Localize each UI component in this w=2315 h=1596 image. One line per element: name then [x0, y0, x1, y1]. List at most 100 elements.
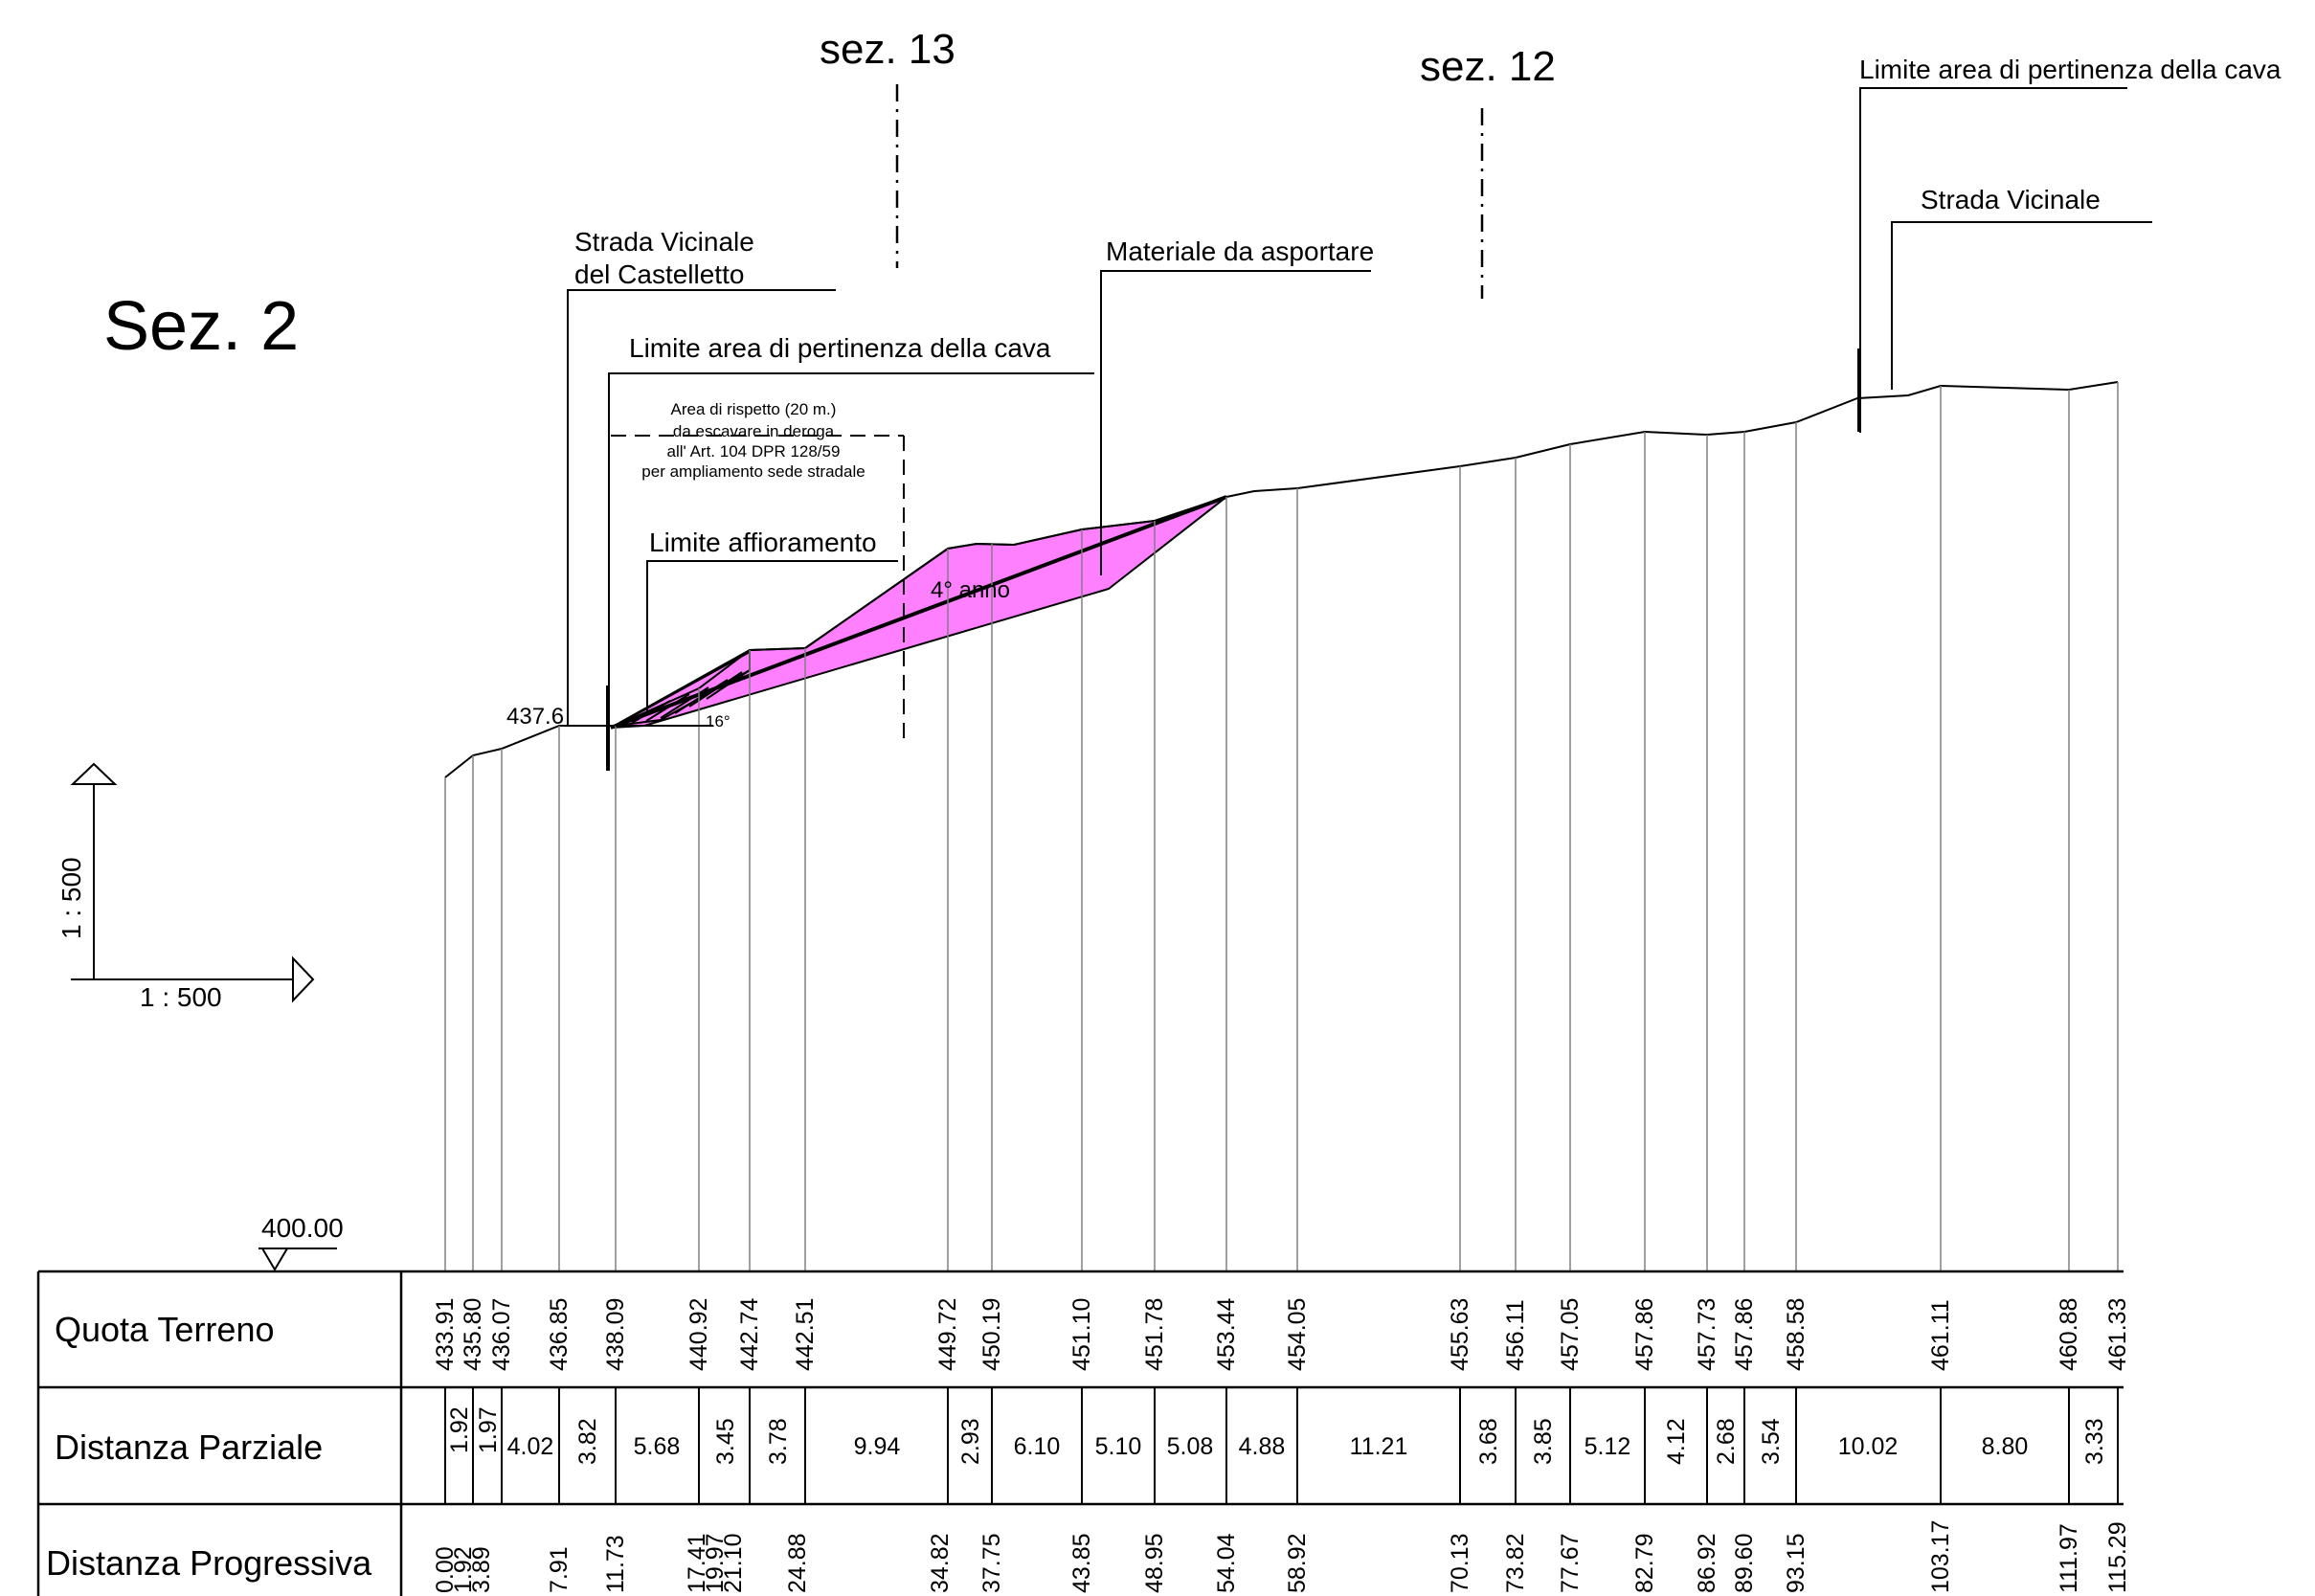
parziale-cell: 2.93 [957, 1418, 984, 1465]
progressiva-cell: 37.75 [978, 1533, 1005, 1593]
parziale-cell: 4.88 [1239, 1433, 1286, 1460]
quota-values: 433.91 435.80 436.07 436.85 438.09 440.9… [432, 1297, 2131, 1371]
parziale-cell: 5.10 [1095, 1433, 1142, 1460]
parziale-cell: 3.85 [1530, 1418, 1557, 1465]
parziale-cell: 2.68 [1713, 1418, 1740, 1465]
parziale-cell: 1.97 [475, 1406, 502, 1453]
callout-strada-castelletto-1: Strada Vicinale [574, 227, 754, 257]
quota-cell: 435.80 [460, 1298, 486, 1371]
quota-cell: 457.05 [1557, 1298, 1584, 1371]
respect-area-note-4: per ampliamento sede stradale [641, 462, 865, 481]
quota-cell: 460.88 [2056, 1298, 2082, 1371]
row-label-progressiva: Distanza Progressiva [46, 1543, 372, 1583]
progressiva-cell: 54.04 [1213, 1533, 1240, 1593]
elevation-label: 437.6 [506, 704, 564, 730]
progressiva-cell: 73.82 [1502, 1533, 1529, 1593]
row-label-quota: Quota Terreno [55, 1310, 274, 1349]
progressiva-cell: 11.73 [602, 1535, 629, 1593]
progressiva-cell: 3.89 [468, 1546, 495, 1593]
vertical-scale-label: 1 : 500 [56, 857, 86, 939]
respect-area-boundary [611, 435, 905, 740]
progressiva-cell: 48.95 [1141, 1533, 1168, 1593]
progressiva-cell: 24.88 [784, 1533, 811, 1593]
section-title: Sez. 2 [103, 288, 299, 365]
parziale-cell: 6.10 [1014, 1433, 1061, 1460]
parziale-cell: 10.02 [1838, 1433, 1899, 1460]
progressiva-cell: 19.97 [702, 1533, 729, 1593]
quota-cell: 436.07 [488, 1298, 515, 1371]
progressiva-cell: 111.97 [2056, 1523, 2082, 1593]
angle-label: 16° [706, 712, 730, 731]
respect-area-note-2: da escavare in deroga [673, 422, 835, 440]
progressiva-cell: 82.79 [1631, 1533, 1658, 1593]
quota-cell: 461.11 [1927, 1299, 1954, 1371]
quota-cell: 461.33 [2104, 1298, 2131, 1371]
respect-area-note-3: all' Art. 104 DPR 128/59 [667, 442, 841, 461]
datum-label: 400.00 [261, 1213, 344, 1243]
progressiva-cell: 103.17 [1927, 1520, 1954, 1593]
parziale-dividers [444, 1387, 2119, 1504]
horizontal-scale-label: 1 : 500 [140, 982, 222, 1012]
progressiva-cell: 77.67 [1557, 1533, 1584, 1593]
parziale-cell: 3.33 [2081, 1418, 2108, 1465]
quota-cell: 449.72 [934, 1298, 961, 1371]
quota-cell: 457.86 [1731, 1298, 1758, 1371]
progressiva-cell: 1.92 [450, 1546, 477, 1593]
station-lines [444, 382, 2119, 1271]
quota-cell: 454.05 [1284, 1298, 1311, 1371]
parziale-cell: 8.80 [1982, 1433, 2029, 1460]
parziale-cell: 3.82 [574, 1418, 601, 1465]
quota-cell: 440.92 [686, 1298, 712, 1371]
callout-limite-affioramento: Limite affioramento [649, 528, 877, 557]
section-label-13: sez. 13 [820, 26, 955, 73]
quota-cell: 438.09 [602, 1298, 629, 1371]
datum-triangle-icon [260, 1248, 289, 1271]
progressiva-cell: 86.92 [1694, 1533, 1720, 1593]
parziale-cell: 11.21 [1350, 1433, 1408, 1460]
callout-limite-area-right: Limite area di pertinenza della cava [1859, 55, 2281, 84]
parziale-cell: 3.54 [1758, 1418, 1785, 1465]
progressiva-cell: 43.85 [1068, 1533, 1095, 1593]
parziale-cell: 9.94 [854, 1433, 901, 1460]
parziale-cell: 5.12 [1585, 1433, 1631, 1460]
quota-cell: 433.91 [432, 1298, 459, 1371]
parziale-cell: 3.78 [765, 1418, 792, 1465]
quota-cell: 458.58 [1783, 1298, 1809, 1371]
quota-cell: 450.19 [978, 1298, 1005, 1371]
progressiva-cell: 58.92 [1284, 1533, 1311, 1593]
quota-cell: 451.10 [1068, 1298, 1095, 1371]
quota-cell: 442.51 [792, 1298, 819, 1371]
progressiva-cell: 115.29 [2104, 1521, 2131, 1593]
callout-leaders [567, 87, 2152, 725]
callout-strada-castelletto-2: del Castelletto [574, 259, 744, 289]
progressiva-cell: 93.15 [1783, 1533, 1809, 1593]
progressiva-cell: 21.10 [720, 1533, 747, 1593]
progressiva-cell: 7.91 [546, 1546, 573, 1593]
quota-cell: 455.63 [1447, 1298, 1473, 1371]
parziale-cell: 5.08 [1167, 1433, 1214, 1460]
respect-area-note-1: Area di rispetto (20 m.) [671, 400, 837, 418]
callout-strada-vicinale-right: Strada Vicinale [1921, 185, 2101, 214]
parziale-values: 1.92 1.97 4.02 3.82 5.68 3.45 3.78 9.94 … [446, 1406, 2108, 1465]
parziale-cell: 4.02 [507, 1433, 554, 1460]
quota-cell: 436.85 [546, 1298, 573, 1371]
scale-indicator [70, 762, 315, 1003]
year-label: 4° anno [931, 577, 1010, 603]
section-label-12: sez. 12 [1420, 43, 1556, 90]
quota-cell: 457.86 [1631, 1298, 1658, 1371]
quota-cell: 456.11 [1502, 1299, 1529, 1371]
parziale-cell: 5.68 [634, 1433, 681, 1460]
quota-cell: 442.74 [736, 1297, 763, 1371]
progressiva-cell: 89.60 [1731, 1533, 1758, 1593]
parziale-cell: 4.12 [1663, 1418, 1690, 1465]
progressiva-cell: 0.00 [432, 1546, 459, 1593]
callout-limite-area-left: Limite area di pertinenza della cava [629, 333, 1051, 363]
progressiva-cell: 34.82 [927, 1533, 954, 1593]
parziale-cell: 3.68 [1475, 1418, 1502, 1465]
callout-materiale: Materiale da asportare [1106, 236, 1374, 266]
parziale-cell: 3.45 [712, 1418, 739, 1465]
progressiva-values: 0.00 1.92 3.89 7.91 11.73 17.41 19.97 21… [432, 1520, 2131, 1593]
row-label-parziale: Distanza Parziale [55, 1427, 323, 1467]
progressiva-cell: 70.13 [1447, 1533, 1473, 1593]
